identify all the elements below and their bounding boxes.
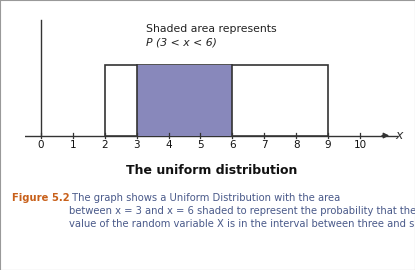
Bar xyxy=(105,65,328,136)
Text: The graph shows a Uniform Distribution with the area
between x = 3 and x = 6 sha: The graph shows a Uniform Distribution w… xyxy=(69,193,415,229)
Text: 4: 4 xyxy=(165,140,172,150)
Text: 2: 2 xyxy=(101,140,108,150)
Text: P (3 < x < 6): P (3 < x < 6) xyxy=(146,37,217,47)
Text: 3: 3 xyxy=(133,140,140,150)
Text: 8: 8 xyxy=(293,140,300,150)
Text: Shaded area represents: Shaded area represents xyxy=(146,24,277,34)
Text: 1: 1 xyxy=(69,140,76,150)
Text: 7: 7 xyxy=(261,140,268,150)
Text: 0: 0 xyxy=(38,140,44,150)
Text: 10: 10 xyxy=(354,140,367,150)
Text: 5: 5 xyxy=(197,140,204,150)
Text: 6: 6 xyxy=(229,140,236,150)
Text: x: x xyxy=(395,129,403,142)
Text: The uniform distribution: The uniform distribution xyxy=(126,164,297,177)
Bar xyxy=(137,65,232,136)
Text: 9: 9 xyxy=(325,140,332,150)
Text: Figure 5.2: Figure 5.2 xyxy=(12,193,70,203)
